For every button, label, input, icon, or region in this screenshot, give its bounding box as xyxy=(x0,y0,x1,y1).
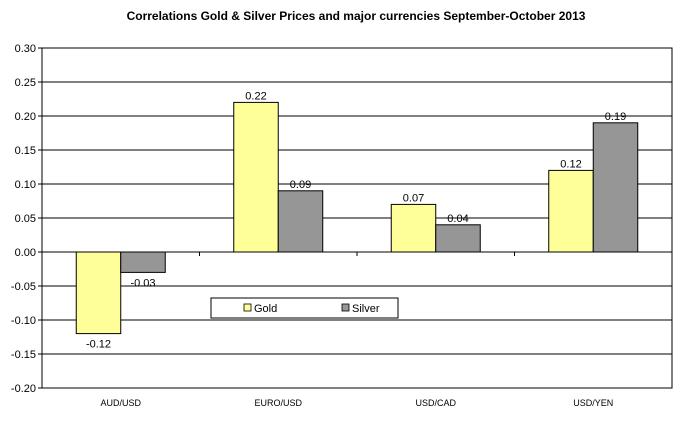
x-tick-label: USD/CAD xyxy=(415,398,456,408)
y-tick-label: 0.10 xyxy=(15,179,36,191)
chart-title: Correlations Gold & Silver Prices and ma… xyxy=(127,9,586,23)
legend-label-silver: Silver xyxy=(352,303,380,315)
data-label: 0.07 xyxy=(403,192,424,204)
legend: Gold Silver xyxy=(210,297,399,319)
y-tick-label: -0.05 xyxy=(11,281,36,293)
bar-silver xyxy=(277,190,324,253)
bar-gold xyxy=(233,101,279,253)
y-tick-label: 0.05 xyxy=(15,213,36,225)
data-label: 0.09 xyxy=(290,179,311,191)
x-tick-label: AUD/USD xyxy=(100,398,141,408)
bar-silver xyxy=(120,251,166,273)
y-tick-label: 0.30 xyxy=(15,43,36,55)
bar-gold xyxy=(75,251,122,335)
bar-gold xyxy=(390,203,437,253)
data-label: 0.12 xyxy=(560,158,581,170)
data-label: 0.22 xyxy=(245,90,266,102)
data-label: -0.12 xyxy=(86,339,111,351)
legend-swatch-silver xyxy=(341,303,350,312)
legend-swatch-gold xyxy=(243,303,252,312)
y-tick-label: -0.20 xyxy=(11,383,36,395)
data-label: 0.19 xyxy=(605,111,626,123)
y-tick-label: -0.15 xyxy=(11,349,36,361)
x-tick-label: EURO/USD xyxy=(254,398,302,408)
bar-silver xyxy=(435,224,481,253)
y-tick-label: 0.15 xyxy=(15,145,36,157)
bar-silver xyxy=(592,122,639,253)
y-tick-label: -0.10 xyxy=(11,315,36,327)
legend-label-gold: Gold xyxy=(254,303,277,315)
y-tick-label: 0.25 xyxy=(15,77,36,89)
y-tick-label: 0.20 xyxy=(15,111,36,123)
data-label: -0.03 xyxy=(130,277,155,289)
bar-gold xyxy=(548,169,594,253)
data-label: 0.04 xyxy=(447,213,468,225)
x-tick-label: USD/YEN xyxy=(573,398,613,408)
y-tick-label: 0.00 xyxy=(15,247,36,259)
